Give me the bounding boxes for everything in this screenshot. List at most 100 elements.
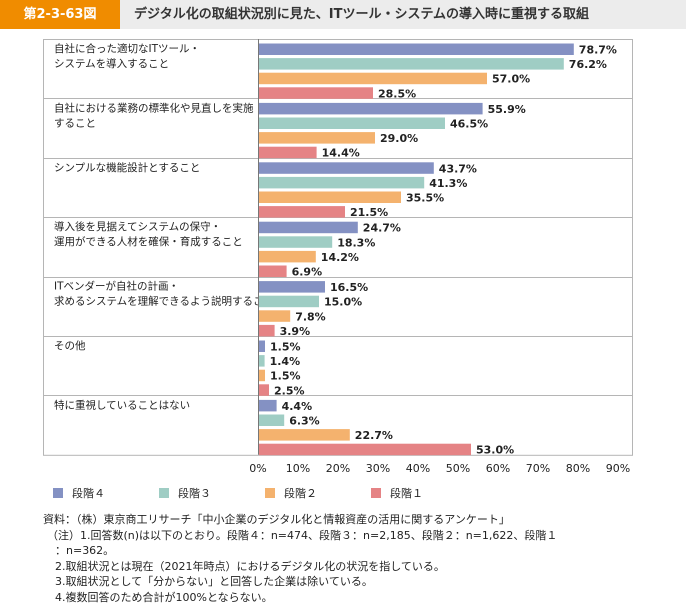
bar-1-0 [259, 87, 373, 99]
x-tick-label: 10% [286, 462, 310, 475]
category-label: システムを導入すること [54, 57, 169, 70]
value-label: 4.4% [282, 400, 313, 413]
value-label: 7.8% [295, 310, 326, 323]
value-label: 21.5% [350, 206, 388, 219]
bar-1-4 [259, 324, 275, 337]
value-label: 29.0% [380, 132, 418, 145]
figure-title: デジタル化の取組状況別に見た、ITツール・システムの導入時に重視する取組 [134, 7, 590, 22]
bar-4-4 [259, 281, 325, 293]
source-notes: 資料：（株）東京商工リサーチ「中小企業のデジタル化と情報資産の活用に関するアンケ… [43, 512, 673, 605]
note-4: 4.複数回答のため合計が100%とならない。 [55, 590, 273, 604]
category-label: シンプルな機能設計とすること [54, 161, 200, 174]
category-label: 導入後を見据えてシステムの保守・ [54, 220, 221, 233]
value-label: 46.5% [450, 118, 488, 131]
bar-1-5 [259, 384, 269, 396]
value-label: 15.0% [324, 296, 362, 309]
bar-4-0 [259, 43, 574, 55]
value-label: 22.7% [355, 429, 393, 442]
bar-2-0 [259, 72, 487, 85]
figure-label: 第2-3-63図 [0, 0, 120, 29]
value-label: 41.3% [429, 177, 467, 190]
legend-item-stage1: 段階１ [371, 485, 423, 501]
value-label: 53.0% [476, 444, 514, 457]
value-label: 1.4% [270, 355, 301, 368]
category-label: 求めるシステムを理解できるよう説明すること [54, 295, 274, 308]
plot-frame [43, 39, 633, 456]
value-label: 1.5% [270, 370, 301, 383]
bar-2-3 [259, 250, 316, 263]
bar-chart: 自社に合った適切なITツール・システムを導入すること 78.7%76.2% 57.0… [43, 39, 633, 475]
bar-4-3 [259, 221, 358, 234]
bar-3-4 [259, 295, 319, 308]
bar-2-2 [259, 191, 401, 203]
category-label: 特に重視していることはない [54, 398, 190, 411]
bar-3-2 [259, 176, 425, 189]
bar-2-4 [259, 310, 291, 322]
x-tick-label: 0% [249, 462, 266, 475]
value-label: 24.7% [363, 222, 401, 235]
bar-4-2 [259, 162, 434, 174]
category-label: 運用ができる人材を確保・育成すること [54, 235, 243, 248]
bar-2-1 [259, 132, 375, 144]
x-tick-label: 50% [446, 462, 470, 475]
note-1: （注）1.回答数(n)は以下のとおり。段階４：n=474、段階３：n=2,185… [47, 528, 558, 542]
legend-label-stage3: 段階３ [178, 487, 211, 500]
value-label: 57.0% [492, 73, 530, 86]
value-label: 43.7% [439, 162, 477, 175]
x-tick-label: 20% [326, 462, 350, 475]
value-label: 18.3% [337, 236, 375, 249]
figure-header: 第2-3-63図 デジタル化の取組状況別に見た、ITツール・システムの導入時に重… [0, 0, 686, 29]
bar-3-0 [259, 58, 564, 70]
value-label: 16.5% [330, 281, 368, 294]
bar-4-5 [259, 340, 265, 352]
bar-2-5 [259, 369, 265, 382]
bar-1-1 [259, 146, 317, 159]
legend-item-stage2: 段階２ [265, 485, 317, 501]
value-label: 28.5% [378, 87, 416, 100]
bar-4-6 [259, 399, 277, 412]
bar-4-1 [259, 102, 483, 115]
note-3: 3.取組状況として「分からない」と回答した企業は除いている。 [55, 575, 373, 588]
bar-1-3 [259, 265, 287, 277]
chart-legend: 段階４ 段階３ 段階２ 段階１ [53, 485, 653, 503]
x-tick-label: 40% [406, 462, 430, 475]
value-label: 14.4% [322, 147, 360, 160]
bar-3-1 [259, 117, 445, 129]
value-label: 1.5% [270, 341, 301, 354]
bar-1-6 [259, 443, 471, 456]
legend-label-stage1: 段階１ [390, 487, 423, 500]
value-label: 6.3% [289, 415, 320, 428]
x-tick-label: 60% [486, 462, 510, 475]
legend-item-stage3: 段階３ [159, 485, 211, 501]
legend-label-stage2: 段階２ [284, 487, 317, 500]
legend-swatch-stage1 [371, 488, 381, 498]
value-label: 3.9% [280, 325, 311, 338]
legend-item-stage4: 段階４ [53, 485, 105, 501]
note-2: 2.取組状況とは現在（2021年時点）におけるデジタル化の状況を指している。 [55, 559, 445, 573]
bar-1-2 [259, 206, 345, 218]
note-source: 資料：（株）東京商工リサーチ「中小企業のデジタル化と情報資産の活用に関するアンケ… [43, 513, 510, 526]
x-tick-label: 80% [566, 462, 590, 475]
category-label: すること [54, 117, 96, 129]
bar-2-6 [259, 429, 350, 441]
note-1-cont: ：n=362。 [55, 544, 115, 557]
value-label: 6.9% [292, 266, 323, 279]
category-label: 自社における業務の標準化や見直しを実施 [54, 101, 254, 114]
x-tick-label: 90% [606, 462, 630, 475]
bar-3-5 [259, 355, 265, 367]
category-label: ITベンダーが自社の計画・ [54, 280, 179, 293]
x-tick-label: 30% [366, 462, 390, 475]
bar-3-6 [259, 414, 285, 426]
legend-label-stage4: 段階４ [72, 487, 105, 500]
category-label: 自社に合った適切なITツール・ [54, 42, 200, 55]
legend-swatch-stage3 [159, 488, 169, 498]
value-label: 35.5% [406, 192, 444, 205]
legend-swatch-stage4 [53, 488, 63, 498]
value-label: 78.7% [579, 44, 617, 57]
value-label: 55.9% [488, 103, 526, 116]
value-label: 14.2% [321, 251, 359, 264]
x-tick-label: 70% [526, 462, 550, 475]
bar-3-3 [259, 236, 333, 248]
value-label: 2.5% [274, 384, 305, 397]
category-label: その他 [54, 339, 86, 352]
